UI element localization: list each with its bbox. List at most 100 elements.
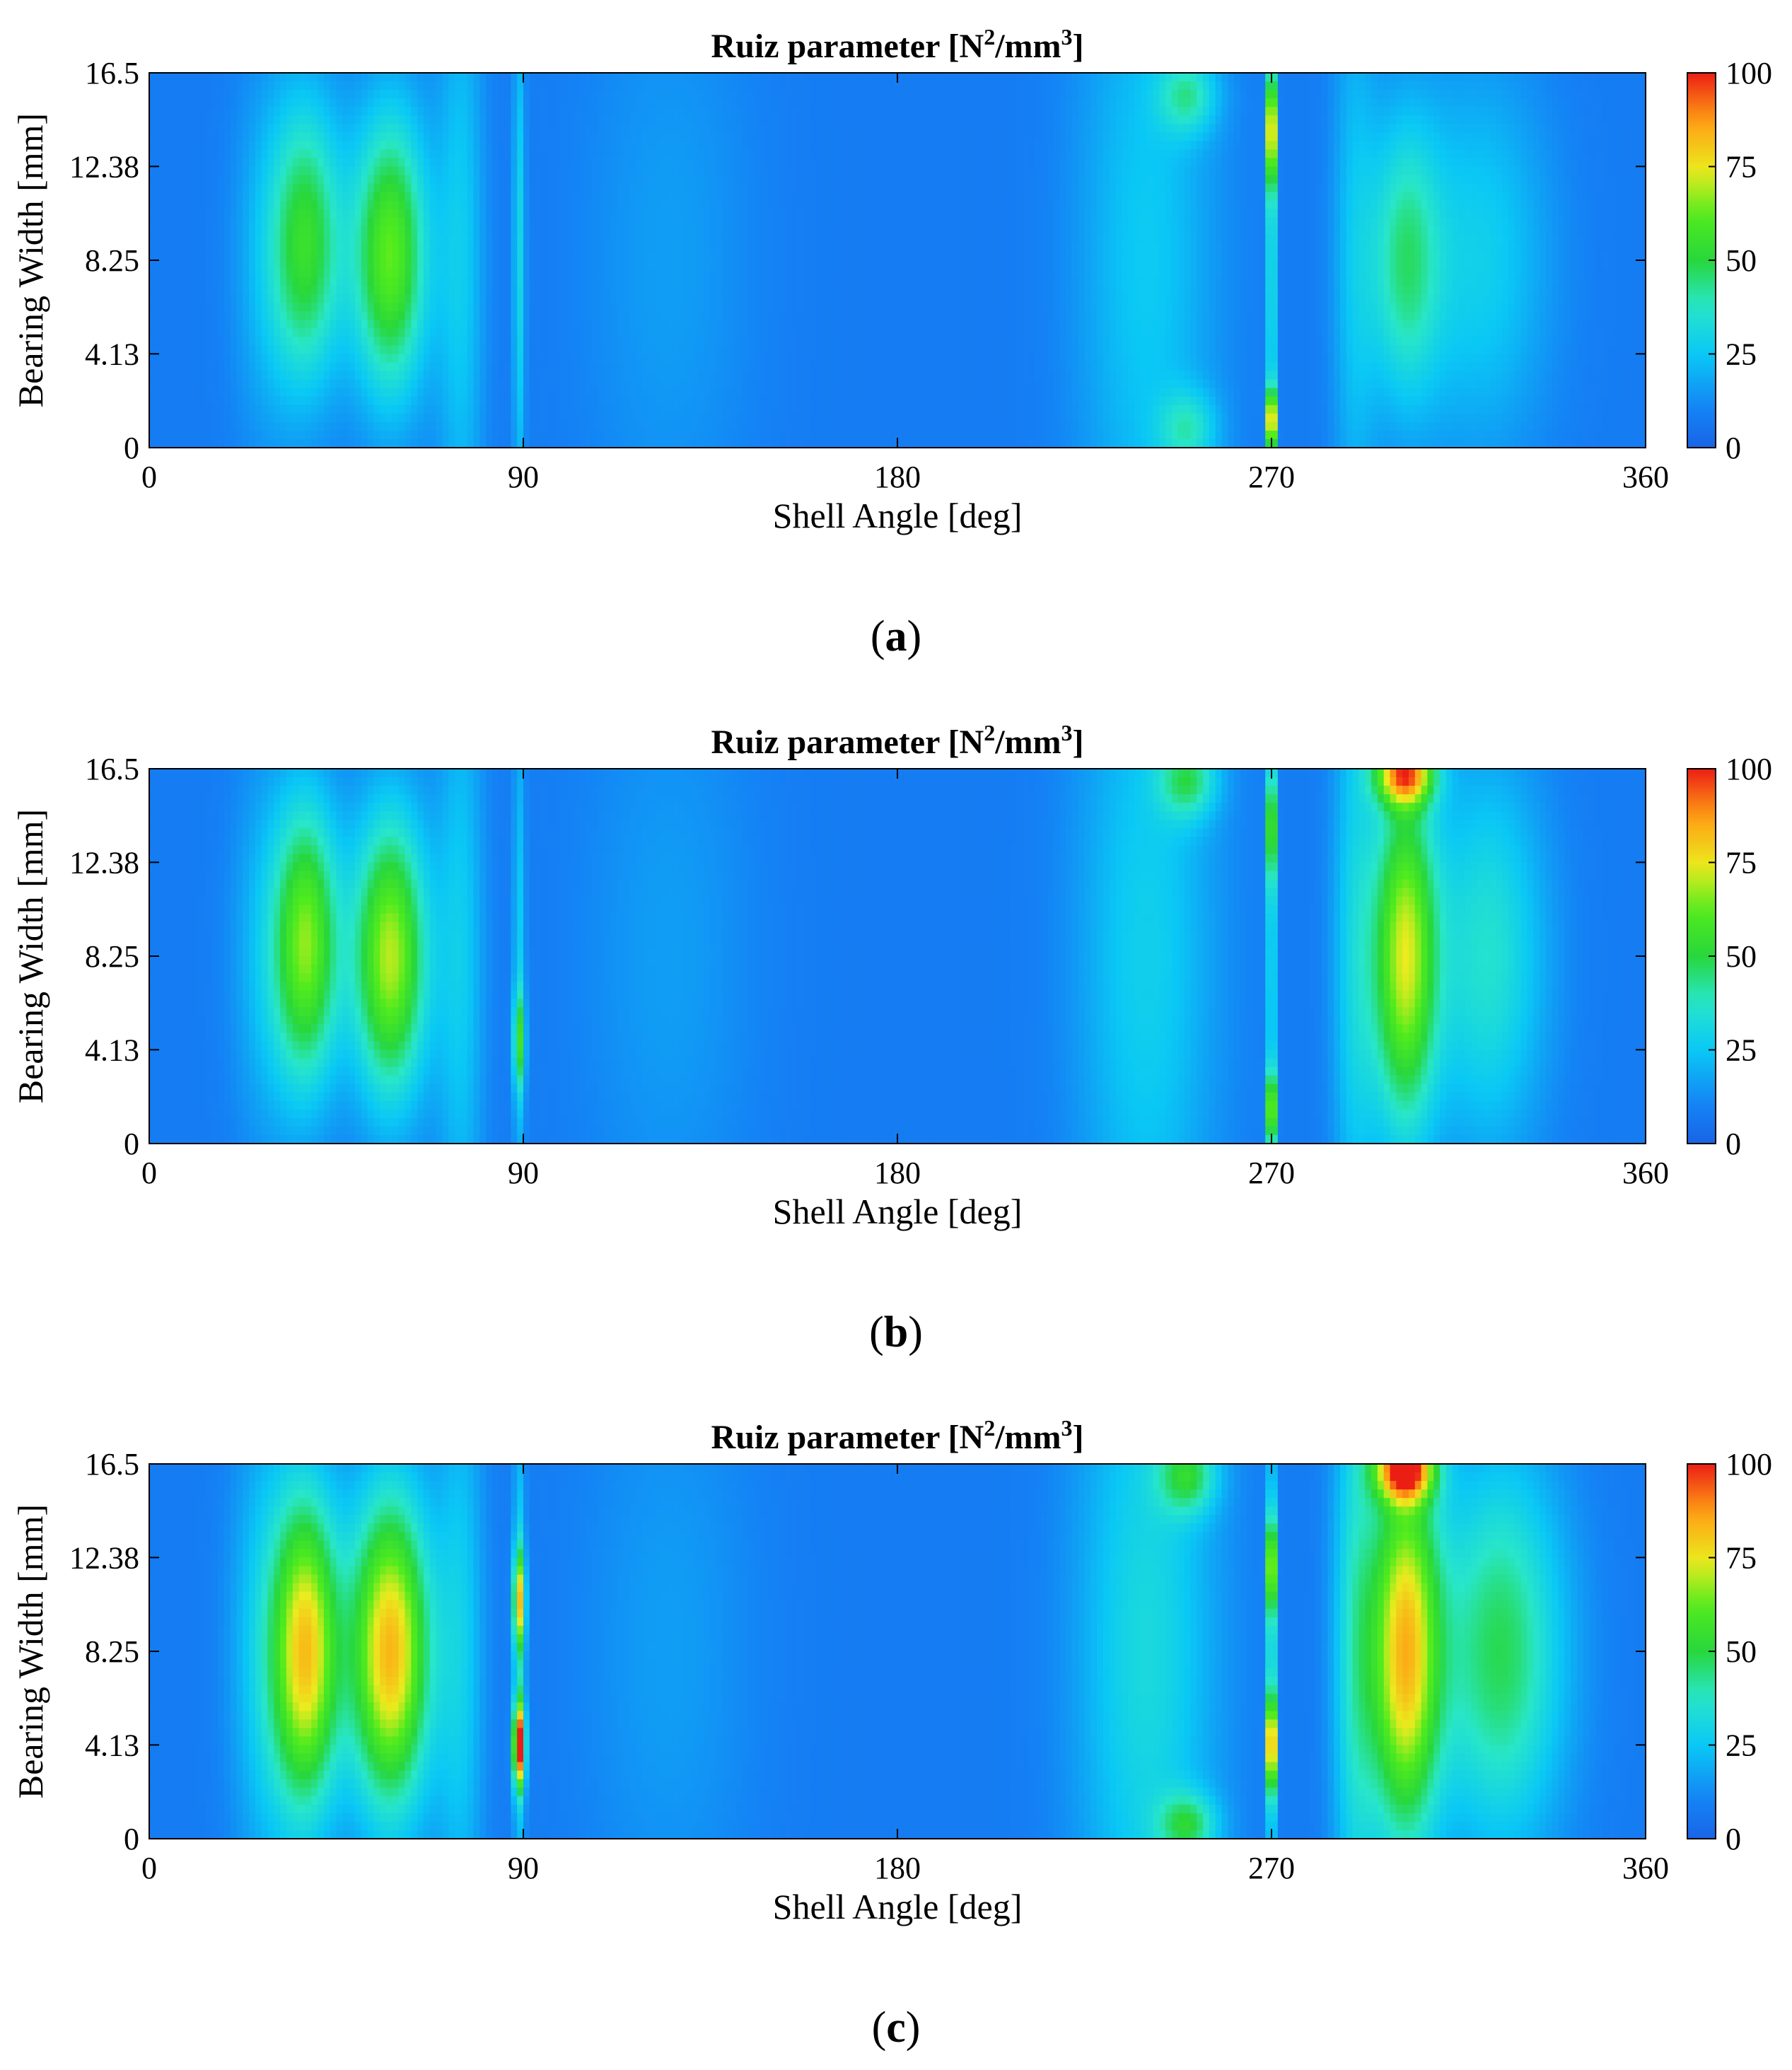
heat-cell (598, 98, 605, 107)
heat-cell (854, 73, 860, 82)
heat-cell (679, 90, 685, 99)
heat-cell (156, 115, 162, 124)
heat-cell (692, 90, 698, 99)
heat-cell (842, 81, 848, 91)
heat-cell (243, 81, 249, 91)
heat-cell (891, 90, 897, 99)
heat-cell (642, 90, 648, 99)
heat-cell (542, 107, 548, 116)
heat-cell (1265, 107, 1272, 116)
heat-cell (1259, 107, 1265, 116)
heat-cell (742, 73, 748, 82)
heat-cell (411, 107, 417, 116)
heat-cell (810, 90, 817, 99)
heat-cell (399, 81, 405, 91)
heat-cell (711, 73, 717, 82)
heat-cell (654, 81, 661, 91)
heat-cell (361, 81, 368, 91)
heat-cell (1159, 81, 1165, 91)
heat-cell (1209, 98, 1216, 107)
heat-cell (1022, 90, 1028, 99)
heat-cell (773, 90, 779, 99)
heat-cell (1028, 81, 1035, 91)
heat-cell (767, 98, 773, 107)
heat-cell (816, 73, 822, 82)
heat-cell (324, 107, 330, 116)
heat-cell (1346, 73, 1353, 82)
heat-cell (1621, 107, 1627, 116)
heat-cell (349, 73, 355, 82)
heat-cell (448, 90, 455, 99)
heat-cell (960, 107, 966, 116)
heat-cell (162, 115, 168, 124)
heat-cell (162, 73, 168, 82)
heat-cell (1602, 73, 1608, 82)
heat-cell (492, 98, 499, 107)
heat-cell (417, 81, 424, 91)
heat-cell (1259, 98, 1265, 107)
heat-cell (174, 115, 180, 124)
heat-cell (885, 107, 891, 116)
heat-cell (211, 115, 218, 124)
heat-cell (380, 98, 386, 107)
heat-cell (399, 90, 405, 99)
heat-cell (486, 73, 492, 82)
heat-cell (966, 73, 972, 82)
heat-cell (735, 90, 742, 99)
heat-cell (187, 90, 193, 99)
heat-cell (716, 98, 723, 107)
heat-cell (1564, 90, 1571, 99)
heat-cell (224, 73, 231, 82)
heat-cell (1602, 81, 1608, 91)
heat-cell (785, 90, 791, 99)
heat-cell (205, 81, 211, 91)
heat-cell (1090, 107, 1097, 116)
heat-cell (617, 98, 623, 107)
heat-cell (1396, 90, 1402, 99)
heat-cell (1540, 73, 1546, 82)
heat-cell (1035, 81, 1041, 91)
heat-cell (1178, 81, 1185, 91)
heat-cell (299, 73, 306, 82)
heat-cell (342, 73, 349, 82)
heat-cell (679, 81, 685, 91)
heat-cell (1085, 98, 1091, 107)
heat-cell (1608, 107, 1614, 116)
heat-cell (1459, 73, 1465, 82)
heat-cell (1415, 73, 1421, 82)
heat-cell (1590, 81, 1596, 91)
heat-cell (1378, 90, 1384, 99)
heat-cell (610, 107, 617, 116)
heat-cell (424, 107, 430, 116)
heat-cell (218, 90, 224, 99)
heat-cell (342, 107, 349, 116)
heat-cell (785, 73, 791, 82)
heat-cell (1396, 107, 1402, 116)
heat-cell (486, 98, 492, 107)
heat-cell (1315, 73, 1322, 82)
heat-cell (417, 98, 424, 107)
heat-cell (873, 81, 879, 91)
heat-cell (255, 73, 262, 82)
heat-cell (1402, 81, 1409, 91)
heat-cell (1421, 107, 1428, 116)
heat-cell (984, 98, 991, 107)
heat-cell (542, 90, 548, 99)
heat-cell (972, 81, 979, 91)
heat-cell (218, 98, 224, 107)
heat-cell (386, 73, 392, 82)
heat-cell (1490, 73, 1496, 82)
heat-cell (187, 73, 193, 82)
heat-cell (692, 107, 698, 116)
heat-cell (156, 81, 162, 91)
heat-cell (211, 90, 218, 99)
heat-cell (293, 90, 299, 99)
heat-cell (1402, 107, 1409, 116)
heat-cell (1465, 73, 1471, 82)
heat-cell (342, 98, 349, 107)
heat-cell (574, 73, 580, 82)
heat-cell (1477, 73, 1484, 82)
heat-cell (1272, 73, 1278, 82)
heat-cell (1122, 73, 1128, 82)
heat-cell (667, 90, 673, 99)
